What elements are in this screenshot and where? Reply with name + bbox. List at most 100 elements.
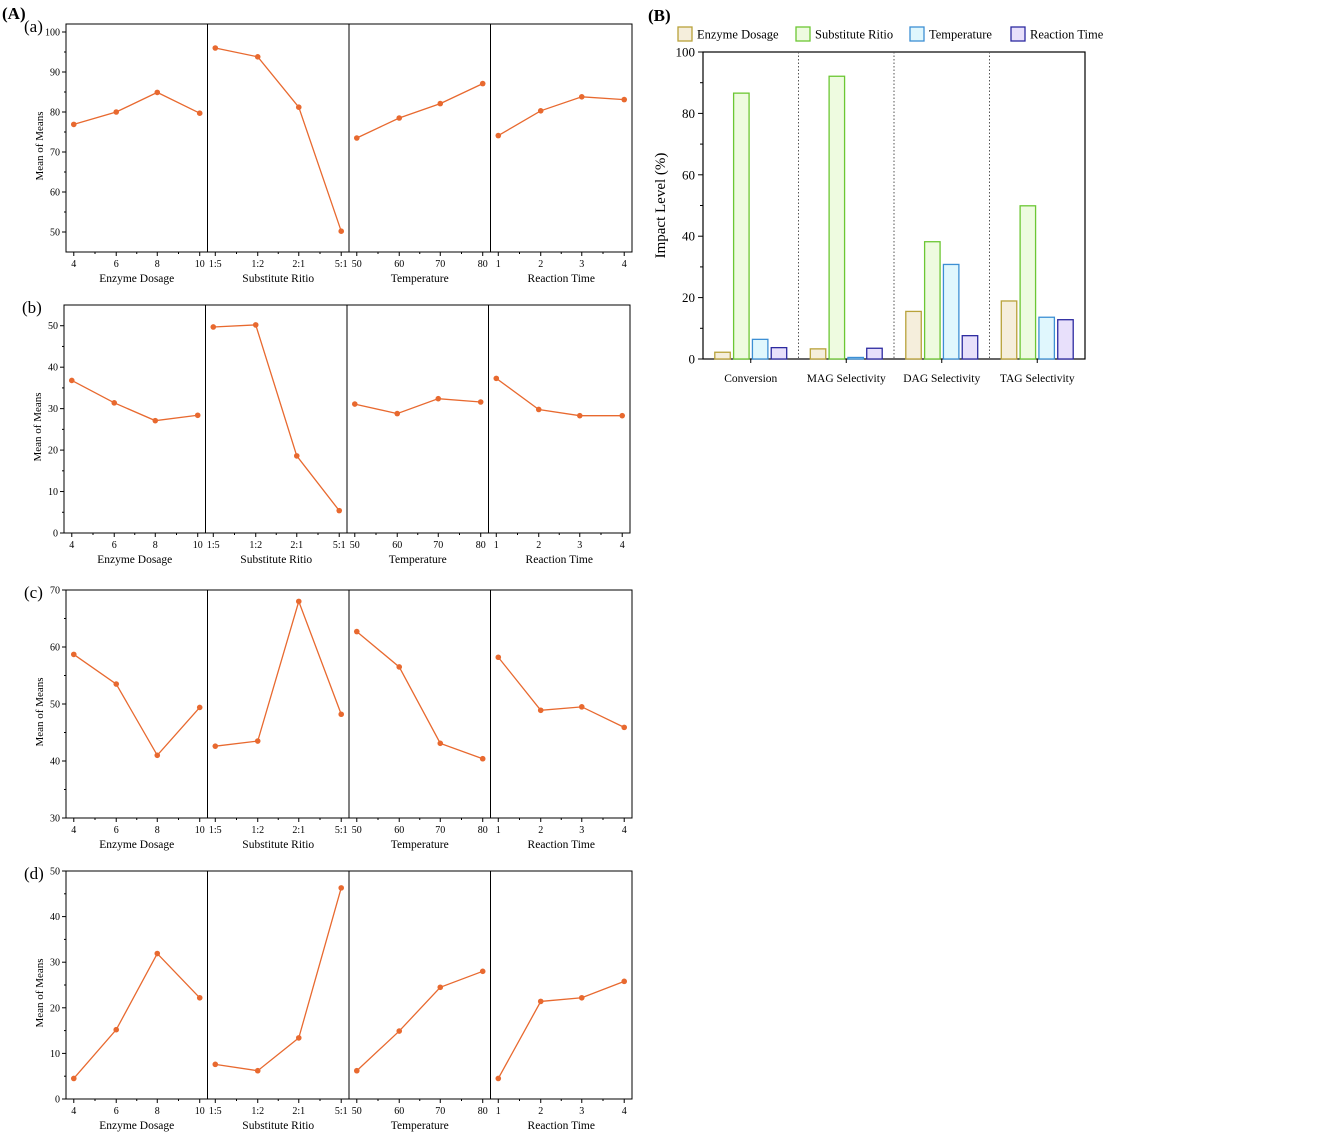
data-point: [70, 121, 77, 128]
y-tick-label: 30: [50, 958, 60, 969]
series-line: [215, 47, 342, 232]
x-tick-label: 1:2: [251, 259, 264, 270]
x-axis-label: Reaction Time: [528, 273, 595, 285]
y-tick-label: 20: [50, 1003, 60, 1014]
x-tick-label: 2:1: [292, 1106, 305, 1117]
x-tick-label: 4: [71, 825, 76, 836]
x-tick-label: MAG Selectivity: [807, 373, 886, 385]
x-axis-label: Temperature: [391, 1120, 449, 1132]
data-point: [495, 132, 502, 139]
data-point: [70, 1075, 77, 1082]
y-axis-label: Mean of Means: [34, 677, 46, 746]
x-axis-label: Reaction Time: [528, 1120, 595, 1132]
x-tick-label: 2:1: [292, 825, 305, 836]
x-tick-label: Conversion: [724, 373, 777, 385]
y-tick-label: 60: [50, 188, 60, 199]
data-point: [254, 54, 261, 60]
series-line: [356, 970, 483, 1072]
figure-label-a: (A): [2, 4, 26, 23]
data-point: [295, 1035, 302, 1041]
x-tick-label: 1:5: [207, 540, 220, 551]
y-tick-label: 60: [50, 643, 60, 654]
bar: [770, 346, 788, 360]
legend-label: Temperature: [929, 28, 992, 42]
x-tick-label: 2: [538, 259, 543, 270]
main-effects-plot-c: (c) 30 40 50 60 70 Mean of Means 4 6 8 10 Enzyme Do…: [24, 583, 633, 851]
main-effects-plot-d: (d) 0 10 20 30 40 50 Mean of Means 4 6 8 10 Enzyme D…: [24, 864, 633, 1132]
y-tick-label: 40: [50, 912, 60, 923]
data-point: [578, 704, 585, 710]
data-point: [578, 94, 585, 100]
x-axis-label: Temperature: [389, 554, 447, 566]
series-line: [497, 96, 625, 137]
data-point: [495, 654, 502, 661]
data-point: [479, 755, 486, 762]
x-tick-label: 3: [579, 259, 584, 270]
x-tick-label: 10: [195, 1106, 205, 1117]
data-point: [437, 984, 444, 991]
x-tick-label: 3: [577, 540, 582, 551]
data-point: [621, 96, 628, 103]
data-point: [338, 711, 345, 718]
x-tick-label: 10: [195, 259, 205, 270]
data-point: [295, 598, 302, 605]
data-point: [621, 724, 628, 731]
y-tick-label: 0: [53, 529, 58, 540]
legend-label: Substitute Ritio: [815, 28, 893, 42]
series-line: [497, 980, 625, 1079]
bar: [1000, 300, 1018, 360]
data-point: [437, 100, 444, 107]
data-point: [152, 417, 159, 424]
series-line: [213, 324, 340, 512]
legend-label: Reaction Time: [1030, 28, 1104, 42]
data-point: [212, 45, 219, 51]
bar: [923, 241, 941, 360]
data-point: [336, 507, 343, 514]
legend-item: Enzyme Dosage: [677, 26, 779, 42]
series-line: [73, 952, 201, 1079]
x-tick-label: 70: [433, 540, 443, 551]
y-tick-label: 100: [45, 28, 60, 39]
impact-level-bar-chart: Enzyme Dosage Substitute Ritio Temperature…: [653, 26, 1104, 385]
x-tick-label: 50: [350, 540, 360, 551]
data-point: [68, 377, 75, 384]
y-axis-label: Mean of Means: [34, 111, 46, 180]
x-tick-label: 60: [394, 1106, 404, 1117]
data-point: [619, 412, 626, 419]
data-point: [353, 628, 360, 635]
series-line: [215, 599, 342, 747]
data-point: [493, 375, 500, 382]
y-tick-label: 80: [682, 106, 695, 121]
main-effects-plot-b: (b) 0 10 20 30 40 50 Mean of Means 4 6 8 10 Enzyme D…: [22, 298, 631, 566]
x-tick-label: 4: [71, 1106, 76, 1117]
x-tick-label: 1:2: [251, 825, 264, 836]
bar: [714, 351, 731, 360]
panel-label: (b): [22, 298, 42, 317]
y-tick-label: 80: [50, 108, 60, 119]
x-tick-label: 70: [435, 1106, 445, 1117]
data-point: [154, 950, 161, 957]
y-tick-label: 50: [50, 700, 60, 711]
y-tick-label: 20: [682, 290, 695, 305]
y-tick-label: 40: [48, 363, 58, 374]
series-line: [356, 631, 483, 760]
y-tick-label: 50: [50, 228, 60, 239]
bar: [809, 348, 827, 360]
data-point: [194, 412, 201, 419]
data-point: [212, 743, 219, 749]
legend-swatch: [795, 26, 811, 42]
y-tick-label: 100: [676, 45, 696, 60]
data-point: [396, 1028, 403, 1034]
x-axis-label: Temperature: [391, 273, 449, 285]
x-tick-label: 1: [496, 1106, 501, 1117]
legend-swatch: [677, 26, 693, 42]
x-tick-label: 10: [195, 825, 205, 836]
data-point: [396, 115, 403, 121]
x-tick-label: 8: [155, 259, 160, 270]
x-tick-label: 4: [620, 540, 625, 551]
x-tick-label: 2:1: [292, 259, 305, 270]
bar: [942, 263, 960, 360]
x-tick-label: 60: [392, 540, 402, 551]
data-point: [351, 401, 358, 407]
